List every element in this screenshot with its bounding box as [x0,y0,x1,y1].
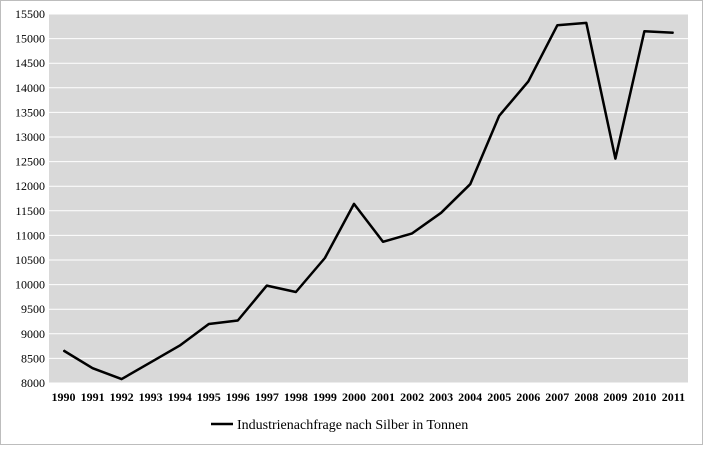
y-tick-label: 14500 [15,56,45,70]
data-point-2000 [353,203,355,205]
data-point-2007 [556,24,558,26]
data-point-2008 [585,22,587,24]
data-point-1995 [208,323,210,325]
y-tick-label: 10500 [15,253,45,267]
y-tick-label: 14000 [15,81,45,95]
data-point-1996 [237,320,239,322]
x-tick-label: 1997 [255,390,279,404]
x-tick-label: 1999 [313,390,337,404]
y-tick-label: 13500 [15,105,45,119]
data-point-2010 [643,30,645,32]
y-tick-label: 11500 [15,204,45,218]
y-tick-label: 15000 [15,32,45,46]
series-line-0 [62,21,674,381]
y-tick-label: 12000 [15,179,45,193]
y-tick-label: 8500 [21,351,45,365]
data-point-1998 [295,291,297,293]
y-tick-label: 11000 [15,228,45,242]
x-tick-label: 2001 [371,390,395,404]
y-tick-label: 9500 [21,302,45,316]
x-tick-label: 2006 [516,390,540,404]
x-tick-label: 2002 [400,390,424,404]
data-point-1999 [324,257,326,259]
x-tick-label: 2004 [458,390,482,404]
legend: Industrienachfrage nach Silber in Tonnen [211,418,468,433]
x-tick-label: 1991 [81,390,105,404]
data-point-2002 [411,232,413,234]
y-tick-label: 10000 [15,278,45,292]
x-tick-label: 2010 [632,390,656,404]
y-tick-label: 13000 [15,130,45,144]
data-point-2004 [469,183,471,185]
x-axis-tick-labels: 1990 1991 1992 1993 1994 1995 1996 1997 1998 1999… [52,390,686,404]
x-tick-label: 1995 [197,390,221,404]
data-point-2011 [672,32,674,34]
data-point-2006 [527,80,529,82]
x-tick-label: 1993 [139,390,163,404]
x-tick-label: 2000 [342,390,366,404]
x-tick-label: 1996 [226,390,250,404]
data-point-2001 [382,241,384,243]
x-tick-label: 2008 [574,390,598,404]
y-tick-label: 8000 [21,376,45,390]
x-tick-label: 2007 [545,390,569,404]
data-point-1990 [63,350,65,352]
x-tick-label: 1998 [284,390,308,404]
data-point-2005 [498,115,500,117]
series-lines [62,21,674,381]
data-point-1997 [266,285,268,287]
x-tick-label: 2003 [429,390,453,404]
y-tick-label: 15500 [15,7,45,21]
x-tick-label: 2005 [487,390,511,404]
data-point-2003 [440,212,442,214]
x-tick-label: 2011 [662,390,685,404]
data-point-1991 [92,367,94,369]
legend-label: Industrienachfrage nach Silber in Tonnen [237,418,468,433]
x-tick-label: 2009 [603,390,627,404]
data-point-1993 [150,361,152,363]
data-point-2009 [614,158,616,160]
x-tick-label: 1992 [110,390,134,404]
x-tick-label: 1990 [52,390,76,404]
gridlines [49,13,688,384]
data-point-1994 [179,345,181,347]
y-tick-label: 9000 [21,327,45,341]
y-axis-tick-labels: 8000 8500 9000 9500 10000 10500 11000 11500 1200… [15,7,45,390]
y-tick-label: 12500 [15,155,45,169]
x-tick-label: 1994 [168,390,192,404]
data-point-1992 [121,378,123,380]
plot-area [49,14,688,383]
